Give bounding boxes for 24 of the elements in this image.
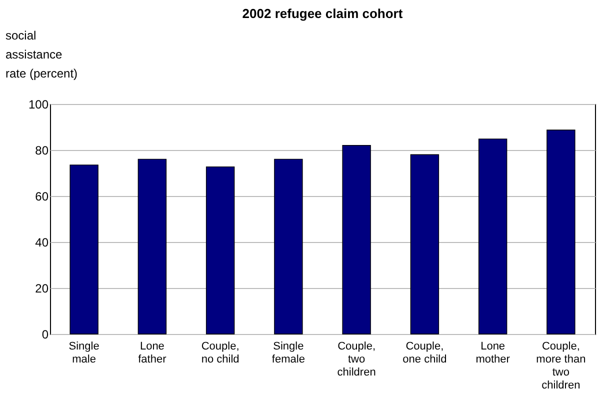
- y-tick-label: 0: [42, 328, 49, 342]
- y-tick-label: 60: [35, 190, 49, 204]
- x-tick-label: Single female: [272, 340, 305, 366]
- bar: [410, 154, 440, 334]
- y-tick-label: 100: [28, 98, 49, 112]
- x-tick-label: Single male: [68, 340, 100, 366]
- bar: [546, 130, 576, 334]
- y-axis-title: social assistance rate (percent): [6, 28, 78, 80]
- bar: [342, 145, 371, 334]
- y-tick-label: 40: [35, 236, 49, 250]
- x-tick-label: Couple, two children: [337, 340, 376, 378]
- x-tick-label: Couple, one child: [402, 340, 447, 366]
- bar: [274, 158, 303, 334]
- bar: [70, 164, 98, 334]
- x-tick-label: Couple, no child: [201, 340, 240, 366]
- bar: [478, 138, 508, 334]
- x-tick-label: Couple, more than two children: [536, 340, 586, 392]
- x-tick-label: Lone mother: [476, 340, 510, 366]
- x-tick-label: Lone father: [138, 340, 167, 366]
- bar: [206, 166, 235, 334]
- y-tick-label: 80: [35, 144, 49, 158]
- y-tick-label: 20: [35, 282, 49, 296]
- bar: [138, 158, 167, 334]
- chart-title: 2002 refugee claim cohort: [242, 6, 404, 21]
